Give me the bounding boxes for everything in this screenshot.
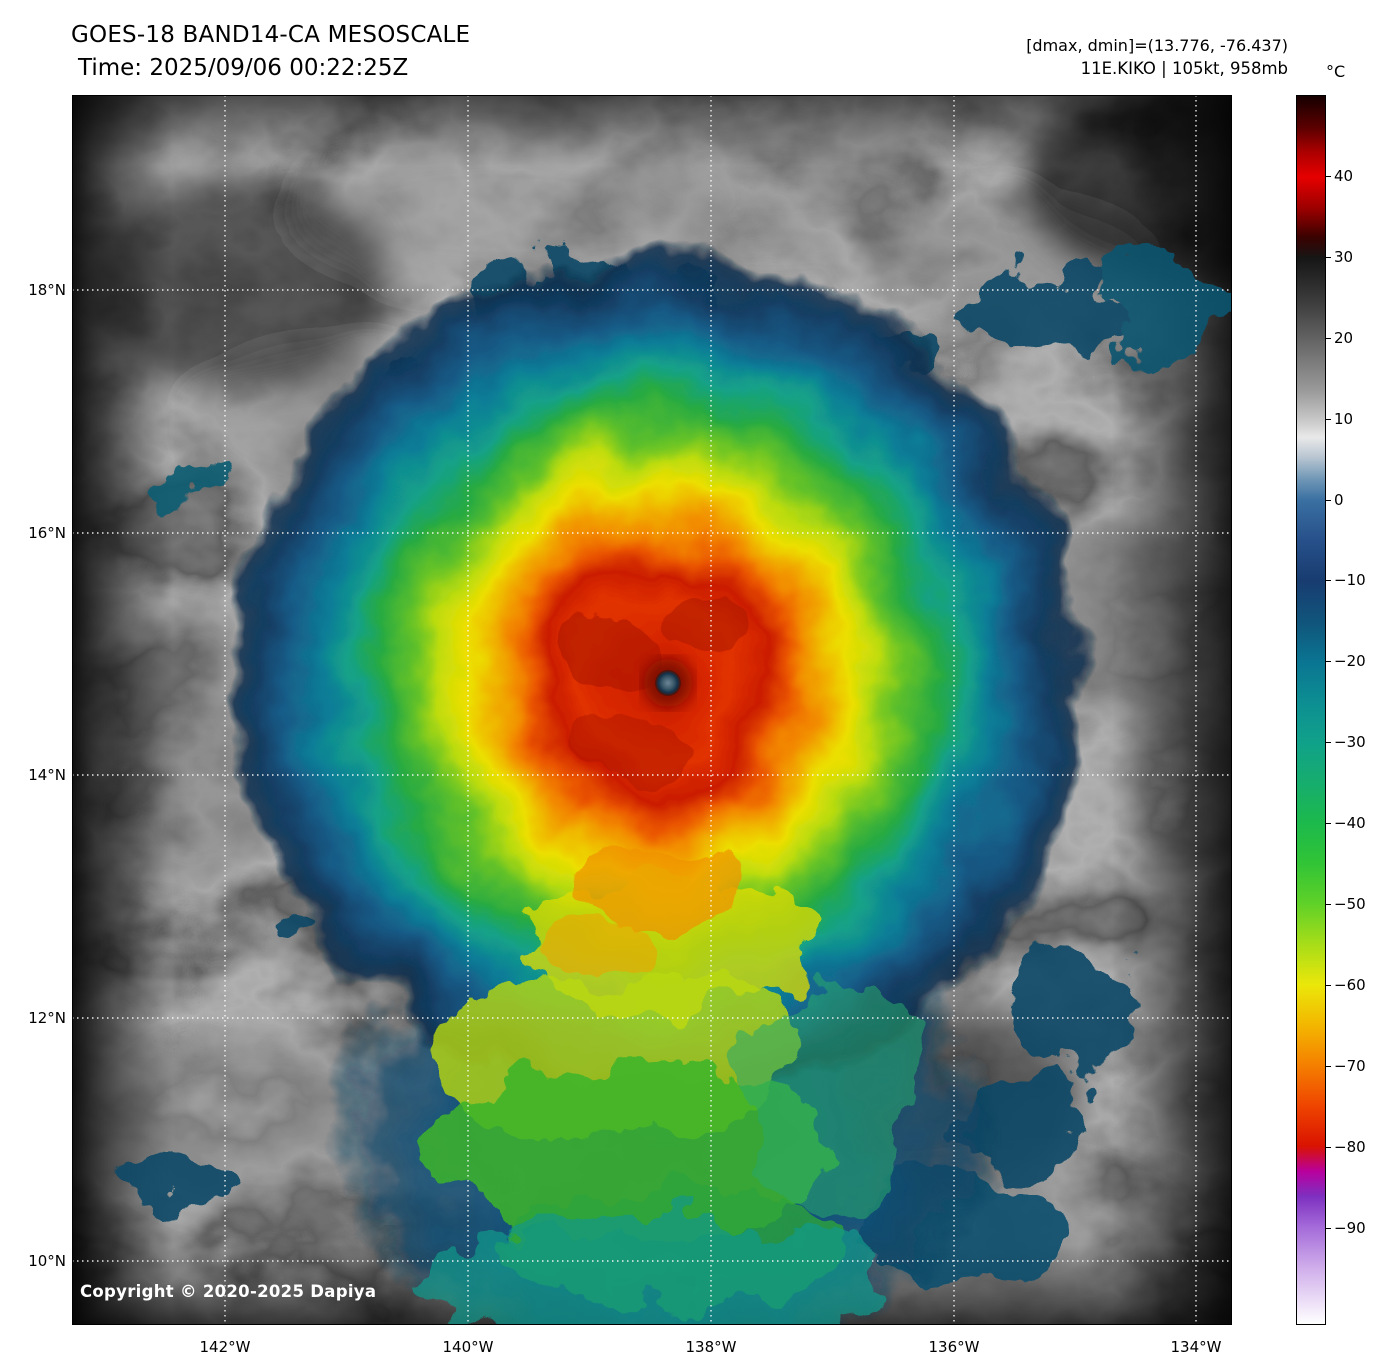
lon-label-134w: 134°W [1170, 1338, 1222, 1356]
colorbar-tick-label: −70 [1334, 1057, 1366, 1075]
plot-border [72, 95, 1232, 1325]
satellite-map-panel [72, 95, 1232, 1325]
colorbar-tick-mark [1326, 985, 1331, 986]
lon-label-142w: 142°W [199, 1338, 251, 1356]
page-title: GOES-18 BAND14-CA MESOSCALE [71, 22, 471, 48]
colorbar-tick-mark [1326, 176, 1331, 177]
colorbar-tick-mark [1326, 419, 1331, 420]
storm-info-label: 11E.KIKO | 105kt, 958mb [1080, 59, 1288, 78]
colorbar-tick-mark [1326, 661, 1331, 662]
timestamp-label: Time: 2025/09/06 00:22:25Z [78, 55, 409, 81]
lon-label-140w: 140°W [442, 1338, 494, 1356]
colorbar-tick-label: 0 [1334, 491, 1344, 509]
colorbar-tick-mark [1326, 742, 1331, 743]
gridlines [72, 95, 1232, 1325]
lat-label-10n: 10°N [28, 1252, 66, 1270]
colorbar-gradient [1296, 95, 1326, 1325]
colorbar-tick-label: 30 [1334, 248, 1354, 266]
hurricane-kiko [227, 250, 1087, 1325]
copyright-text: Copyright © 2020-2025 Dapiya [80, 1282, 377, 1301]
colorbar-tick-label: 10 [1334, 410, 1354, 428]
southern-convection-bands [422, 875, 922, 1325]
lat-label-12n: 12°N [28, 1009, 66, 1027]
dmax-dmin-label: [dmax, dmin]=(13.776, -76.437) [1026, 36, 1288, 55]
lat-label-18n: 18°N [28, 281, 66, 299]
lat-label-16n: 16°N [28, 524, 66, 542]
colorbar-tick-label: −50 [1334, 895, 1366, 913]
colorbar-tick-mark [1326, 1228, 1331, 1229]
colorbar-tick-mark [1326, 1147, 1331, 1148]
colorbar-tick-label: −20 [1334, 652, 1366, 670]
colorbar-tick-mark [1326, 257, 1331, 258]
colorbar-tick-label: 20 [1334, 329, 1354, 347]
colorbar-tick-mark [1326, 904, 1331, 905]
satellite-image [72, 95, 1232, 1325]
left-vignette [72, 95, 172, 1325]
colorbar-tick-mark [1326, 500, 1331, 501]
colorbar-tick-mark [1326, 338, 1331, 339]
colorbar-tick-label: −40 [1334, 814, 1366, 832]
core-mottling [542, 599, 740, 982]
lat-label-14n: 14°N [28, 766, 66, 784]
lon-label-136w: 136°W [928, 1338, 980, 1356]
storm-eye [655, 670, 681, 696]
colorbar-tick-label: −90 [1334, 1219, 1366, 1237]
colorbar-tick-label: −10 [1334, 571, 1366, 589]
colorbar-tick-mark [1326, 580, 1331, 581]
lon-label-138w: 138°W [685, 1338, 737, 1356]
colorbar-tick-mark [1326, 1066, 1331, 1067]
colorbar-tick-label: −30 [1334, 733, 1366, 751]
header-right-info: [dmax, dmin]=(13.776, -76.437) 11E.KIKO … [1026, 34, 1288, 80]
colorbar-tick-label: −60 [1334, 976, 1366, 994]
colorbar-unit-label: °C [1326, 62, 1346, 81]
colorbar-tick-label: 40 [1334, 167, 1354, 185]
colorbar-tick-mark [1326, 823, 1331, 824]
top-vignette [72, 95, 1232, 165]
colorbar-tick-label: −80 [1334, 1138, 1366, 1156]
